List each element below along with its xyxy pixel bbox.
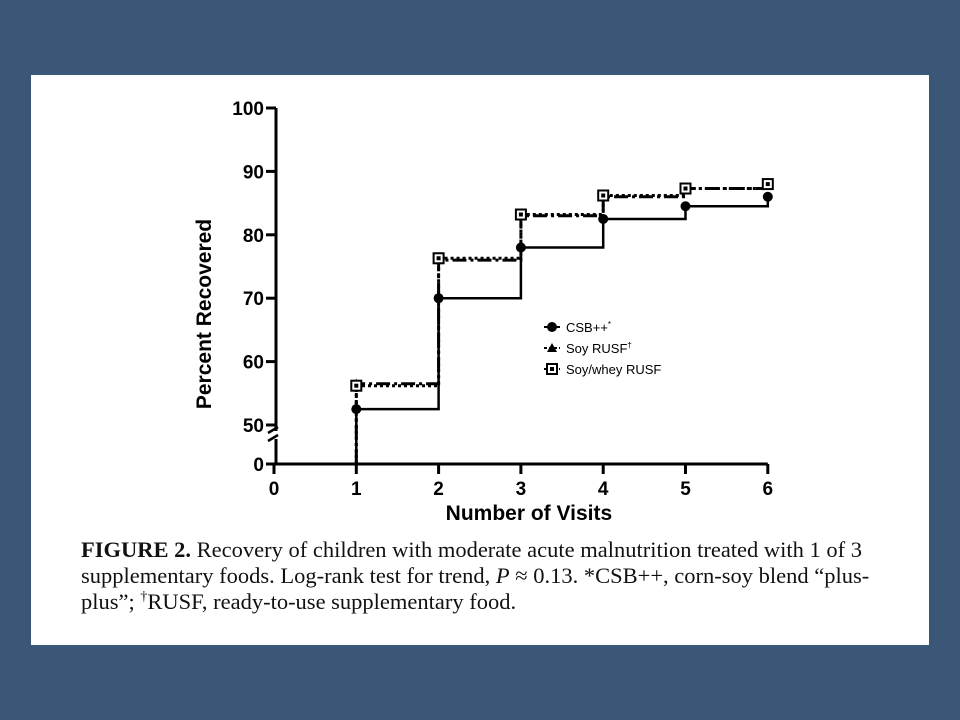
data-point-inner — [601, 193, 606, 198]
figure-panel: 0 50 60 70 80 90 100 0 1 2 3 4 5 6 Number of Visits Per… — [31, 75, 929, 645]
data-point-inner — [550, 367, 554, 371]
legend-label: CSB++* — [566, 320, 611, 335]
caption-figure-label: FIGURE 2. — [81, 537, 192, 562]
x-axis-title: Number of Visits — [446, 502, 612, 525]
data-point-inner — [765, 182, 770, 187]
x-tick-label: 5 — [680, 479, 691, 500]
y-tick-label: 0 — [253, 455, 264, 476]
survival-chart: 0 50 60 70 80 90 100 0 1 2 3 4 5 6 Number of Visits Per… — [193, 99, 774, 525]
series-1 — [351, 191, 773, 464]
data-point — [547, 322, 557, 332]
data-point — [680, 201, 691, 212]
caption-text-3: RUSF, ready-to-use supplementary food. — [147, 589, 517, 614]
chart-legend: CSB++* Soy RUSF† Soy/whey RUSF — [544, 320, 661, 377]
figure-caption: FIGURE 2. Recovery of children with mode… — [81, 537, 921, 615]
y-tick-label: 80 — [243, 226, 264, 247]
x-tick-label: 3 — [516, 479, 527, 500]
data-point-inner — [354, 383, 359, 388]
y-tick-label: 90 — [243, 162, 264, 183]
legend-label-superscript: † — [627, 341, 631, 350]
data-point — [598, 213, 609, 224]
series-line — [354, 184, 770, 464]
series-line — [354, 185, 770, 464]
data-point — [547, 343, 557, 352]
legend-label: Soy RUSF† — [566, 341, 632, 356]
series-3 — [350, 178, 774, 464]
data-point — [762, 191, 773, 202]
legend-item: CSB++* — [544, 320, 611, 335]
x-tick-label: 0 — [269, 479, 280, 500]
legend-label-superscript: * — [608, 320, 611, 329]
legend-item: Soy RUSF† — [544, 341, 632, 356]
y-axis-title: Percent Recovered — [193, 219, 216, 409]
y-tick-label: 100 — [232, 99, 264, 120]
legend-item: Soy/whey RUSF — [544, 362, 661, 377]
data-point-inner — [436, 256, 441, 261]
data-point-inner — [683, 186, 688, 191]
caption-text-1: Recovery of children with moderate acute… — [81, 537, 863, 588]
x-tick-label: 1 — [351, 479, 362, 500]
x-tick-label: 2 — [433, 479, 444, 500]
x-tick-label: 4 — [598, 479, 609, 500]
y-tick-label: 60 — [243, 353, 264, 374]
y-axis-break-mark — [267, 433, 279, 443]
y-tick-label: 70 — [243, 289, 264, 310]
series-2 — [351, 180, 773, 464]
chart-series — [350, 178, 774, 464]
caption-dagger: † — [140, 589, 148, 605]
y-tick-label: 50 — [243, 416, 264, 437]
legend-label: Soy/whey RUSF — [566, 362, 661, 377]
y-axis-break-mark — [267, 425, 279, 435]
caption-p-symbol: P — [495, 563, 510, 588]
caption-text-2: ≈ 0.13. *CSB++, corn-soy blend “plus-plu… — [81, 563, 870, 614]
chart-axes: 0 50 60 70 80 90 100 0 1 2 3 4 5 6 Number of Visits Per… — [193, 99, 773, 525]
series-line — [355, 196, 770, 464]
data-point-inner — [518, 212, 523, 217]
x-tick-label: 6 — [763, 479, 774, 500]
